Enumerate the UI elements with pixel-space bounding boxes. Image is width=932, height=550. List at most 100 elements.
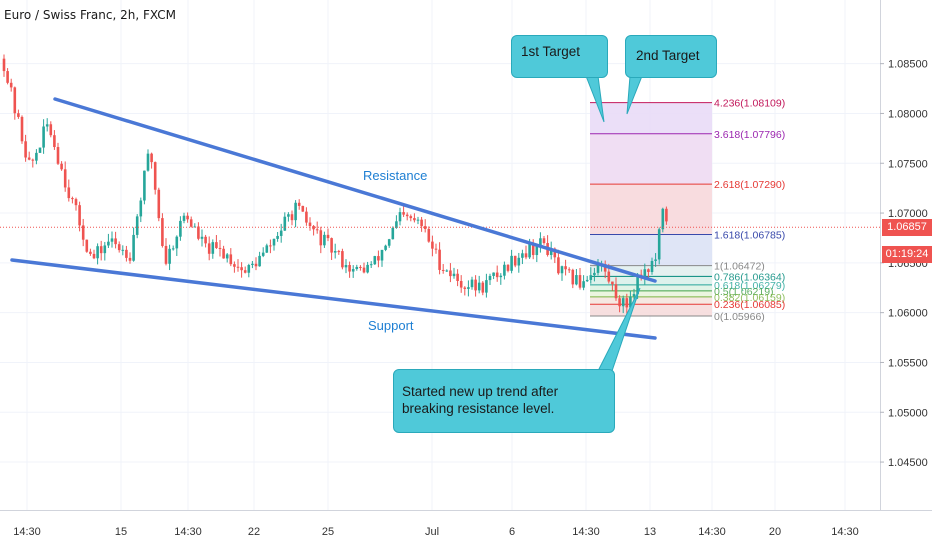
candle-body bbox=[49, 124, 53, 136]
candle-body bbox=[416, 219, 420, 221]
fib-level-label: 1(1.06472) bbox=[714, 261, 765, 273]
time-tick-label: 22 bbox=[248, 526, 260, 538]
candle-body bbox=[157, 189, 161, 219]
candle-body bbox=[243, 270, 247, 273]
second-target-callout[interactable]: 2nd Target bbox=[625, 35, 717, 78]
candle-body bbox=[35, 152, 38, 161]
candle-body bbox=[211, 242, 215, 254]
candle-body bbox=[179, 220, 182, 237]
candle-body bbox=[535, 246, 539, 256]
candle-body bbox=[139, 200, 143, 217]
time-tick-label: 14:30 bbox=[831, 526, 859, 538]
second-target-label: 2nd Target bbox=[636, 48, 700, 63]
candle-body bbox=[135, 216, 139, 235]
price-tick-label: 1.07000 bbox=[888, 208, 928, 220]
candle-body bbox=[585, 279, 589, 282]
time-tick-label: 25 bbox=[322, 526, 334, 538]
candle-body bbox=[665, 208, 668, 222]
candle-body bbox=[395, 221, 398, 229]
countdown-label: 01:19:24 bbox=[885, 248, 929, 260]
candle-body bbox=[344, 264, 348, 268]
candle-body bbox=[470, 279, 474, 288]
candle-body bbox=[204, 236, 207, 244]
first-target-callout[interactable]: 1st Target bbox=[511, 35, 608, 78]
candle-body bbox=[42, 126, 45, 148]
candle-body bbox=[240, 267, 243, 271]
price-tick-label: 1.06000 bbox=[888, 308, 928, 320]
candle-body bbox=[315, 229, 319, 231]
candle-body bbox=[629, 296, 632, 308]
fib-level-label: 0.786(1.06364) bbox=[714, 271, 785, 283]
candle-body bbox=[20, 116, 24, 142]
current-price-label: 1.06857 bbox=[887, 221, 927, 233]
candle-body bbox=[341, 251, 344, 268]
candle-body bbox=[593, 272, 596, 276]
fib-level-label: 0.382(1.06159) bbox=[714, 292, 785, 304]
candle-body bbox=[380, 249, 384, 261]
fib-zone bbox=[590, 133, 712, 185]
candle-body bbox=[621, 298, 625, 307]
candle-body bbox=[614, 284, 618, 299]
candle-body bbox=[6, 71, 9, 83]
candle-body bbox=[373, 256, 377, 265]
candle-body bbox=[456, 273, 459, 281]
candle-body bbox=[2, 58, 6, 72]
candle-body bbox=[445, 270, 449, 272]
candle-body bbox=[247, 264, 251, 273]
price-tick-label: 1.08500 bbox=[888, 59, 928, 71]
candle-body bbox=[236, 266, 240, 268]
candle-body bbox=[63, 169, 67, 188]
candle-body bbox=[434, 248, 438, 250]
candle-body bbox=[330, 238, 333, 253]
fib-zone bbox=[590, 234, 712, 266]
candle-body bbox=[258, 255, 261, 267]
candle-body bbox=[636, 274, 639, 295]
candle-body bbox=[582, 281, 585, 288]
candle-body bbox=[603, 263, 607, 272]
candle-body bbox=[265, 245, 269, 253]
candle-body bbox=[549, 248, 553, 255]
candle-body bbox=[337, 251, 341, 253]
candle-body bbox=[92, 253, 96, 259]
breakout-note-callout[interactable]: Started new up trend after breaking resi… bbox=[393, 369, 615, 433]
time-tick-label: 14:30 bbox=[572, 526, 600, 538]
candle-body bbox=[38, 147, 42, 153]
time-tick-label: 14:30 bbox=[174, 526, 202, 538]
candle-body bbox=[301, 205, 305, 212]
candle-body bbox=[60, 163, 63, 170]
candle-body bbox=[117, 244, 121, 251]
fib-zone bbox=[590, 184, 712, 235]
candle-body bbox=[348, 264, 351, 272]
time-tick-label: 20 bbox=[769, 526, 781, 538]
candle-body bbox=[261, 252, 265, 256]
fib-level-label: 1.618(1.06785) bbox=[714, 229, 785, 241]
candle-body bbox=[215, 242, 218, 248]
candle-body bbox=[290, 214, 294, 221]
candle-body bbox=[150, 153, 153, 163]
price-axis: 1.085001.080001.075001.070001.065001.060… bbox=[880, 59, 928, 469]
candle-body bbox=[477, 282, 481, 291]
candle-body bbox=[618, 298, 621, 307]
fib-level-label: 0.236(1.06085) bbox=[714, 299, 785, 311]
fib-zone bbox=[590, 296, 712, 305]
candle-body bbox=[647, 269, 650, 272]
candle-body bbox=[161, 218, 164, 246]
first-target-label: 1st Target bbox=[521, 44, 581, 59]
candle-body bbox=[279, 230, 283, 236]
candle-body bbox=[632, 294, 636, 297]
candle-body bbox=[305, 211, 308, 223]
candle-body bbox=[31, 159, 35, 161]
candle-body bbox=[45, 124, 49, 127]
fib-level-label: 4.236(1.08109) bbox=[714, 98, 785, 110]
candle-body bbox=[222, 248, 225, 259]
candle-body bbox=[654, 259, 657, 261]
candle-body bbox=[542, 238, 546, 244]
candle-body bbox=[197, 226, 200, 239]
support-label: Support bbox=[368, 318, 414, 333]
candle-body bbox=[481, 282, 485, 293]
candle-body bbox=[164, 245, 168, 264]
candle-body bbox=[103, 245, 107, 254]
candle-body bbox=[233, 264, 236, 267]
candle-body bbox=[402, 212, 405, 215]
